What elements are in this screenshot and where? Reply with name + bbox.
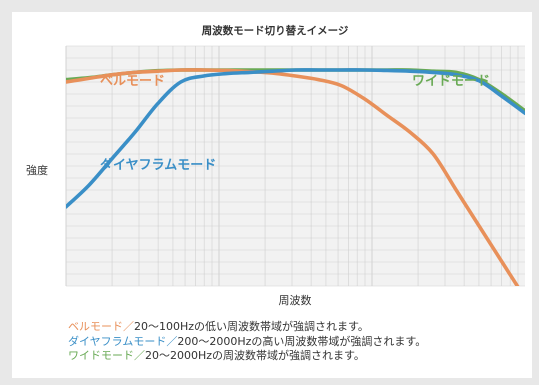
series-line-bell (66, 68, 520, 286)
legend-text-bell: 20～100Hzの低い周波数帯域が強調されます。 (134, 320, 369, 333)
legend-row-wide: ワイドモード／20～2000Hzの周波数帯域が強調されます。 (68, 349, 426, 364)
legend-row-bell: ベルモード／20～100Hzの低い周波数帯域が強調されます。 (68, 320, 426, 335)
series-label-bell: ベルモード (100, 74, 165, 89)
y-axis-label: 強度 (26, 163, 48, 177)
series-label-diaphragm: ダイヤフラムモード (100, 157, 216, 173)
chart-title: 周波数モード切り替えイメージ (202, 24, 349, 37)
legend-separator: ／ (123, 320, 134, 333)
x-axis-label: 周波数 (279, 294, 312, 307)
legend-name-bell: ベルモード (68, 320, 123, 333)
grid-lines (65, 45, 525, 287)
legend-separator: ／ (166, 334, 178, 348)
legend-name-diaphragm: ダイヤフラムモード (68, 334, 167, 348)
legend-row-diaphragm: ダイヤフラムモード／200～2000Hzの高い周波数帯域が強調されます。 (68, 335, 426, 350)
series-lines (66, 68, 525, 286)
series-line-diaphragm (66, 68, 525, 209)
legend: ベルモード／20～100Hzの低い周波数帯域が強調されます。 ダイヤフラムモード… (68, 320, 426, 364)
legend-text-diaphragm: 200～2000Hzの高い周波数帯域が強調されます。 (177, 334, 427, 348)
chart-panel: 周波数モード切り替えイメージ ベルモード ダイヤフラムモード ワイドモード 強度 周… (12, 12, 532, 378)
legend-text-wide: 20～2000Hzの周波数帯域が強調されます。 (145, 349, 365, 362)
series-label-wide: ワイドモード (412, 74, 490, 89)
legend-name-wide: ワイドモード (68, 349, 134, 362)
legend-separator: ／ (134, 349, 145, 362)
